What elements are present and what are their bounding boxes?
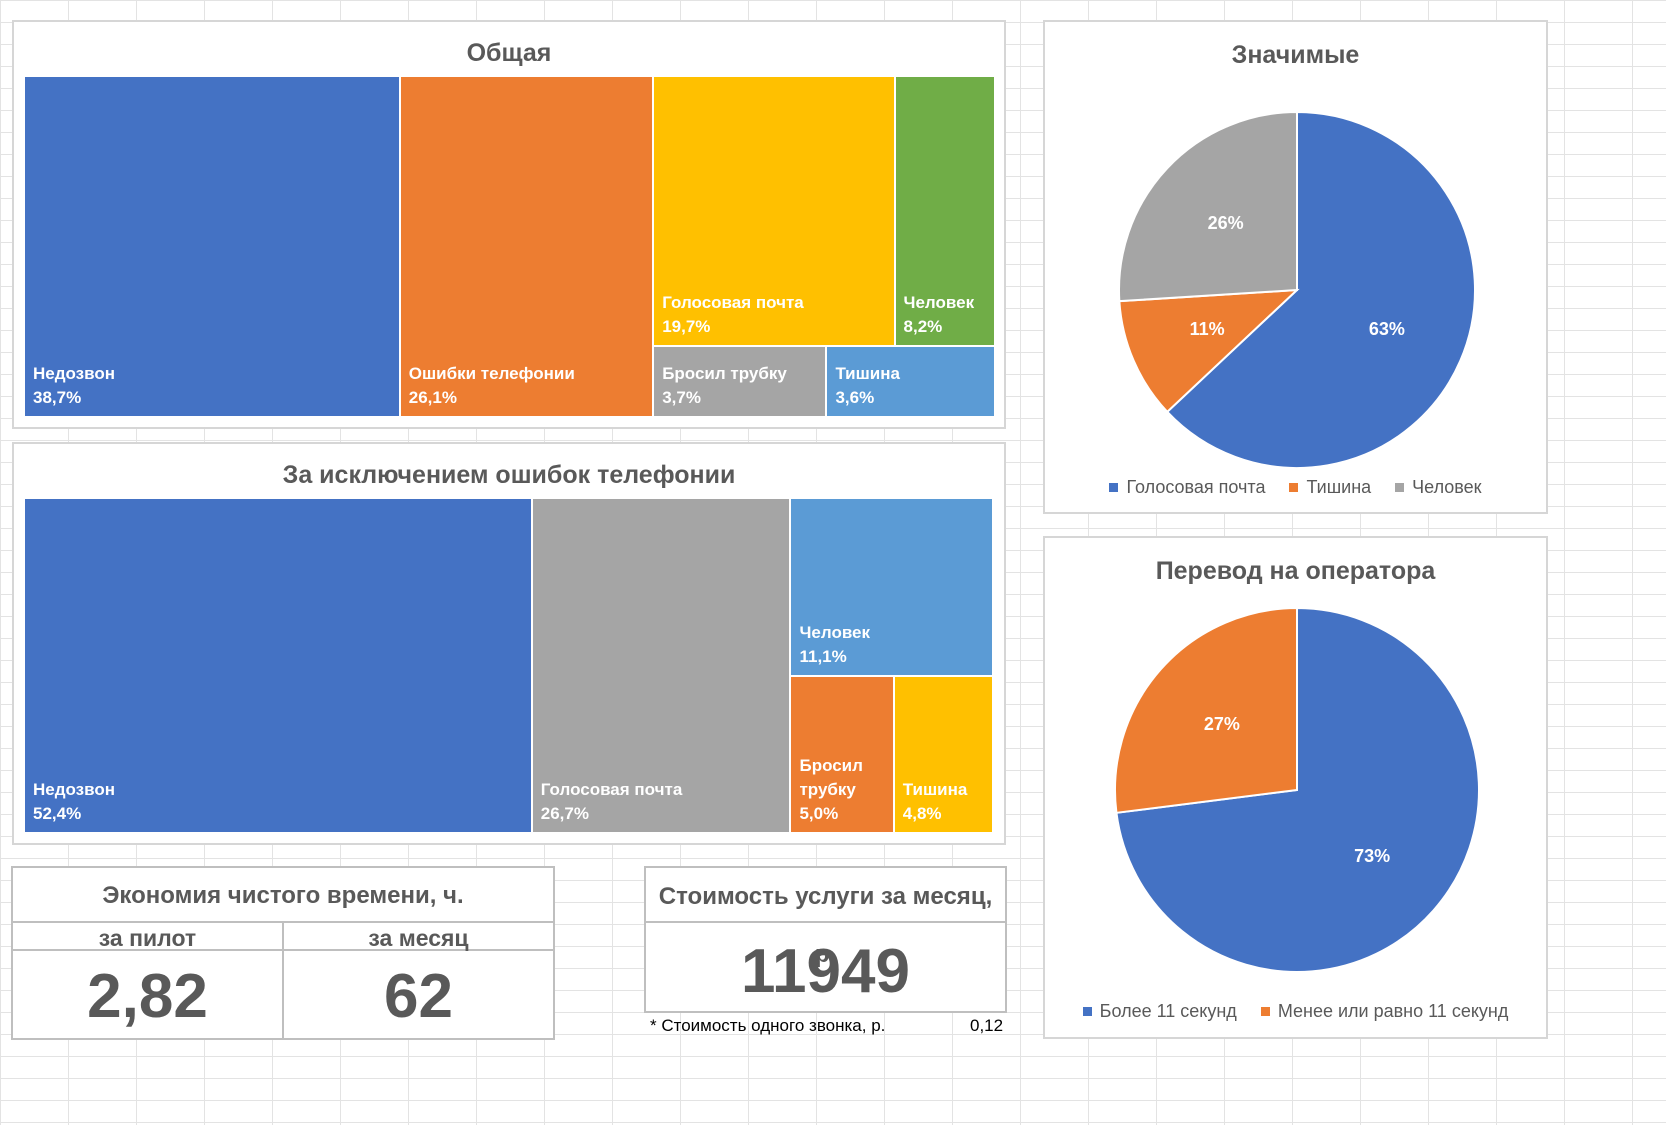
- chart-title: Общая: [466, 39, 552, 67]
- cost-table: Стоимость услуги за месяц, р. 11949: [644, 866, 1007, 1013]
- treemap-tile-label: Бросил трубку 3,7%: [662, 364, 787, 407]
- pie-data-label: 63%: [1369, 319, 1405, 339]
- savings-title: Экономия чистого времени, ч.: [13, 868, 553, 923]
- treemap-plot: Недозвон 52,4% Голосовая почта 26,7% Челов…: [25, 499, 994, 834]
- legend-label: Более 11 секунд: [1099, 1001, 1237, 1021]
- pie-slice-человек: [1118, 110, 1298, 303]
- treemap-tile-label: Недозвон 52,4%: [33, 780, 116, 823]
- legend-item-менее-или-равно-11-секунд: Менее или равно 11 секунд: [1260, 1001, 1509, 1022]
- pie-chart: 63% 11% 26%: [1118, 110, 1476, 469]
- legend-label: Человек: [1412, 477, 1482, 497]
- treemap-tile-недозвон: Недозвон 38,7%: [25, 77, 399, 416]
- chart-title: Значимые: [1231, 41, 1360, 69]
- treemap-panel-excluding-errors: За исключением ошибок телефонии Недозвон…: [12, 442, 1006, 845]
- treemap-tile-label: Голосовая почта 19,7%: [662, 293, 804, 337]
- chart-title: Перевод на оператора: [1155, 557, 1436, 585]
- pie-data-label: 27%: [1204, 714, 1240, 734]
- cost-note-value: 0,12: [970, 1016, 1004, 1035]
- treemap-plot: Недозвон 38,7% Ошибки телефонии 26,1% Голо…: [25, 77, 996, 418]
- pilot-value: 2,82: [13, 951, 284, 1038]
- treemap-tile-человек: Человек 11,1%: [791, 499, 992, 675]
- cost-title: Стоимость услуги за месяц, р.: [646, 868, 1005, 968]
- pie-slice-менее-или-равно-11-секунд: [1114, 606, 1298, 814]
- month-label: за месяц: [284, 923, 553, 951]
- savings-table: Экономия чистого времени, ч. за пилот за…: [11, 866, 555, 1040]
- treemap-tile-голосовая-почта: Голосовая почта 26,7%: [532, 499, 790, 832]
- pie-slice-голосовая-почта: [1165, 110, 1476, 469]
- legend-swatch: [1260, 1007, 1270, 1016]
- legend-swatch: [1109, 483, 1119, 492]
- chart-legend: Голосовая почта Тишина Человек: [1045, 477, 1546, 498]
- legend-item-голосовая-почта: Голосовая почта: [1109, 477, 1265, 498]
- cost-value: 11949: [741, 937, 910, 1006]
- pie-data-label: 73%: [1354, 846, 1390, 866]
- treemap-tile-label: Голосовая почта 26,7%: [540, 780, 683, 823]
- treemap-tile-label: Тишина 4,8%: [902, 779, 968, 823]
- legend-label: Голосовая почта: [1126, 477, 1266, 497]
- treemap-tile-тишина: Тишина 3,6%: [827, 347, 994, 416]
- treemap-tile-человек: Человек 8,2%: [895, 77, 994, 346]
- treemap-tile-бросил-трубку: Бросил трубку 5,0%: [791, 676, 893, 832]
- legend-item-более-11-секунд: Более 11 секунд: [1082, 1001, 1237, 1022]
- pie-panel-significant: Значимые 63% 11% 26% Голосовая почта Тишина…: [1043, 20, 1548, 514]
- pie-data-label: 11%: [1190, 319, 1225, 339]
- legend-swatch: [1082, 1007, 1092, 1016]
- legend-item-человек: Человек: [1395, 477, 1482, 498]
- treemap-tile-бросил-трубку: Бросил трубку 3,7%: [654, 347, 826, 416]
- treemap-tile-тишина: Тишина 4,8%: [894, 676, 992, 832]
- legend-item-тишина: Тишина: [1289, 477, 1371, 498]
- treemap-tile-label: Бросил трубку 5,0%: [799, 755, 863, 823]
- treemap-tile-label: Тишина 3,6%: [835, 364, 900, 407]
- treemap-tile-недозвон: Недозвон 52,4%: [25, 499, 531, 832]
- pie-data-label: 26%: [1208, 213, 1244, 233]
- treemap-panel-general: Общая Недозвон 38,7% Ошибки телефонии 26,…: [12, 20, 1006, 429]
- month-value: 62: [384, 962, 453, 1031]
- cost-note: * Стоимость одного звонка, р.: [650, 1016, 886, 1035]
- legend-label: Менее или равно 11 секунд: [1277, 1001, 1509, 1021]
- chart-legend: Более 11 секунд Менее или равно 11 секунд: [1045, 1001, 1546, 1022]
- legend-swatch: [1289, 483, 1299, 492]
- treemap-tile-label: Человек 11,1%: [799, 622, 871, 666]
- treemap-tile-label: Недозвон 38,7%: [33, 364, 116, 407]
- pie-chart: 73% 27%: [1114, 606, 1480, 973]
- legend-swatch: [1395, 483, 1405, 492]
- treemap-tile-ошибки-телефонии: Ошибки телефонии 26,1%: [400, 77, 653, 416]
- treemap-tile-label: Ошибки телефонии 26,1%: [408, 364, 575, 407]
- treemap-tile-голосовая-почта: Голосовая почта 19,7%: [654, 77, 894, 346]
- pie-slice-тишина: [1118, 288, 1300, 414]
- chart-title: За исключением ошибок телефонии: [282, 461, 736, 489]
- legend-label: Тишина: [1306, 477, 1372, 497]
- pilot-label: за пилот: [13, 923, 284, 951]
- treemap-tile-label: Человек 8,2%: [903, 293, 975, 337]
- pie-panel-operator-transfer: Перевод на оператора 73% 27% Более 11 сек…: [1043, 536, 1548, 1039]
